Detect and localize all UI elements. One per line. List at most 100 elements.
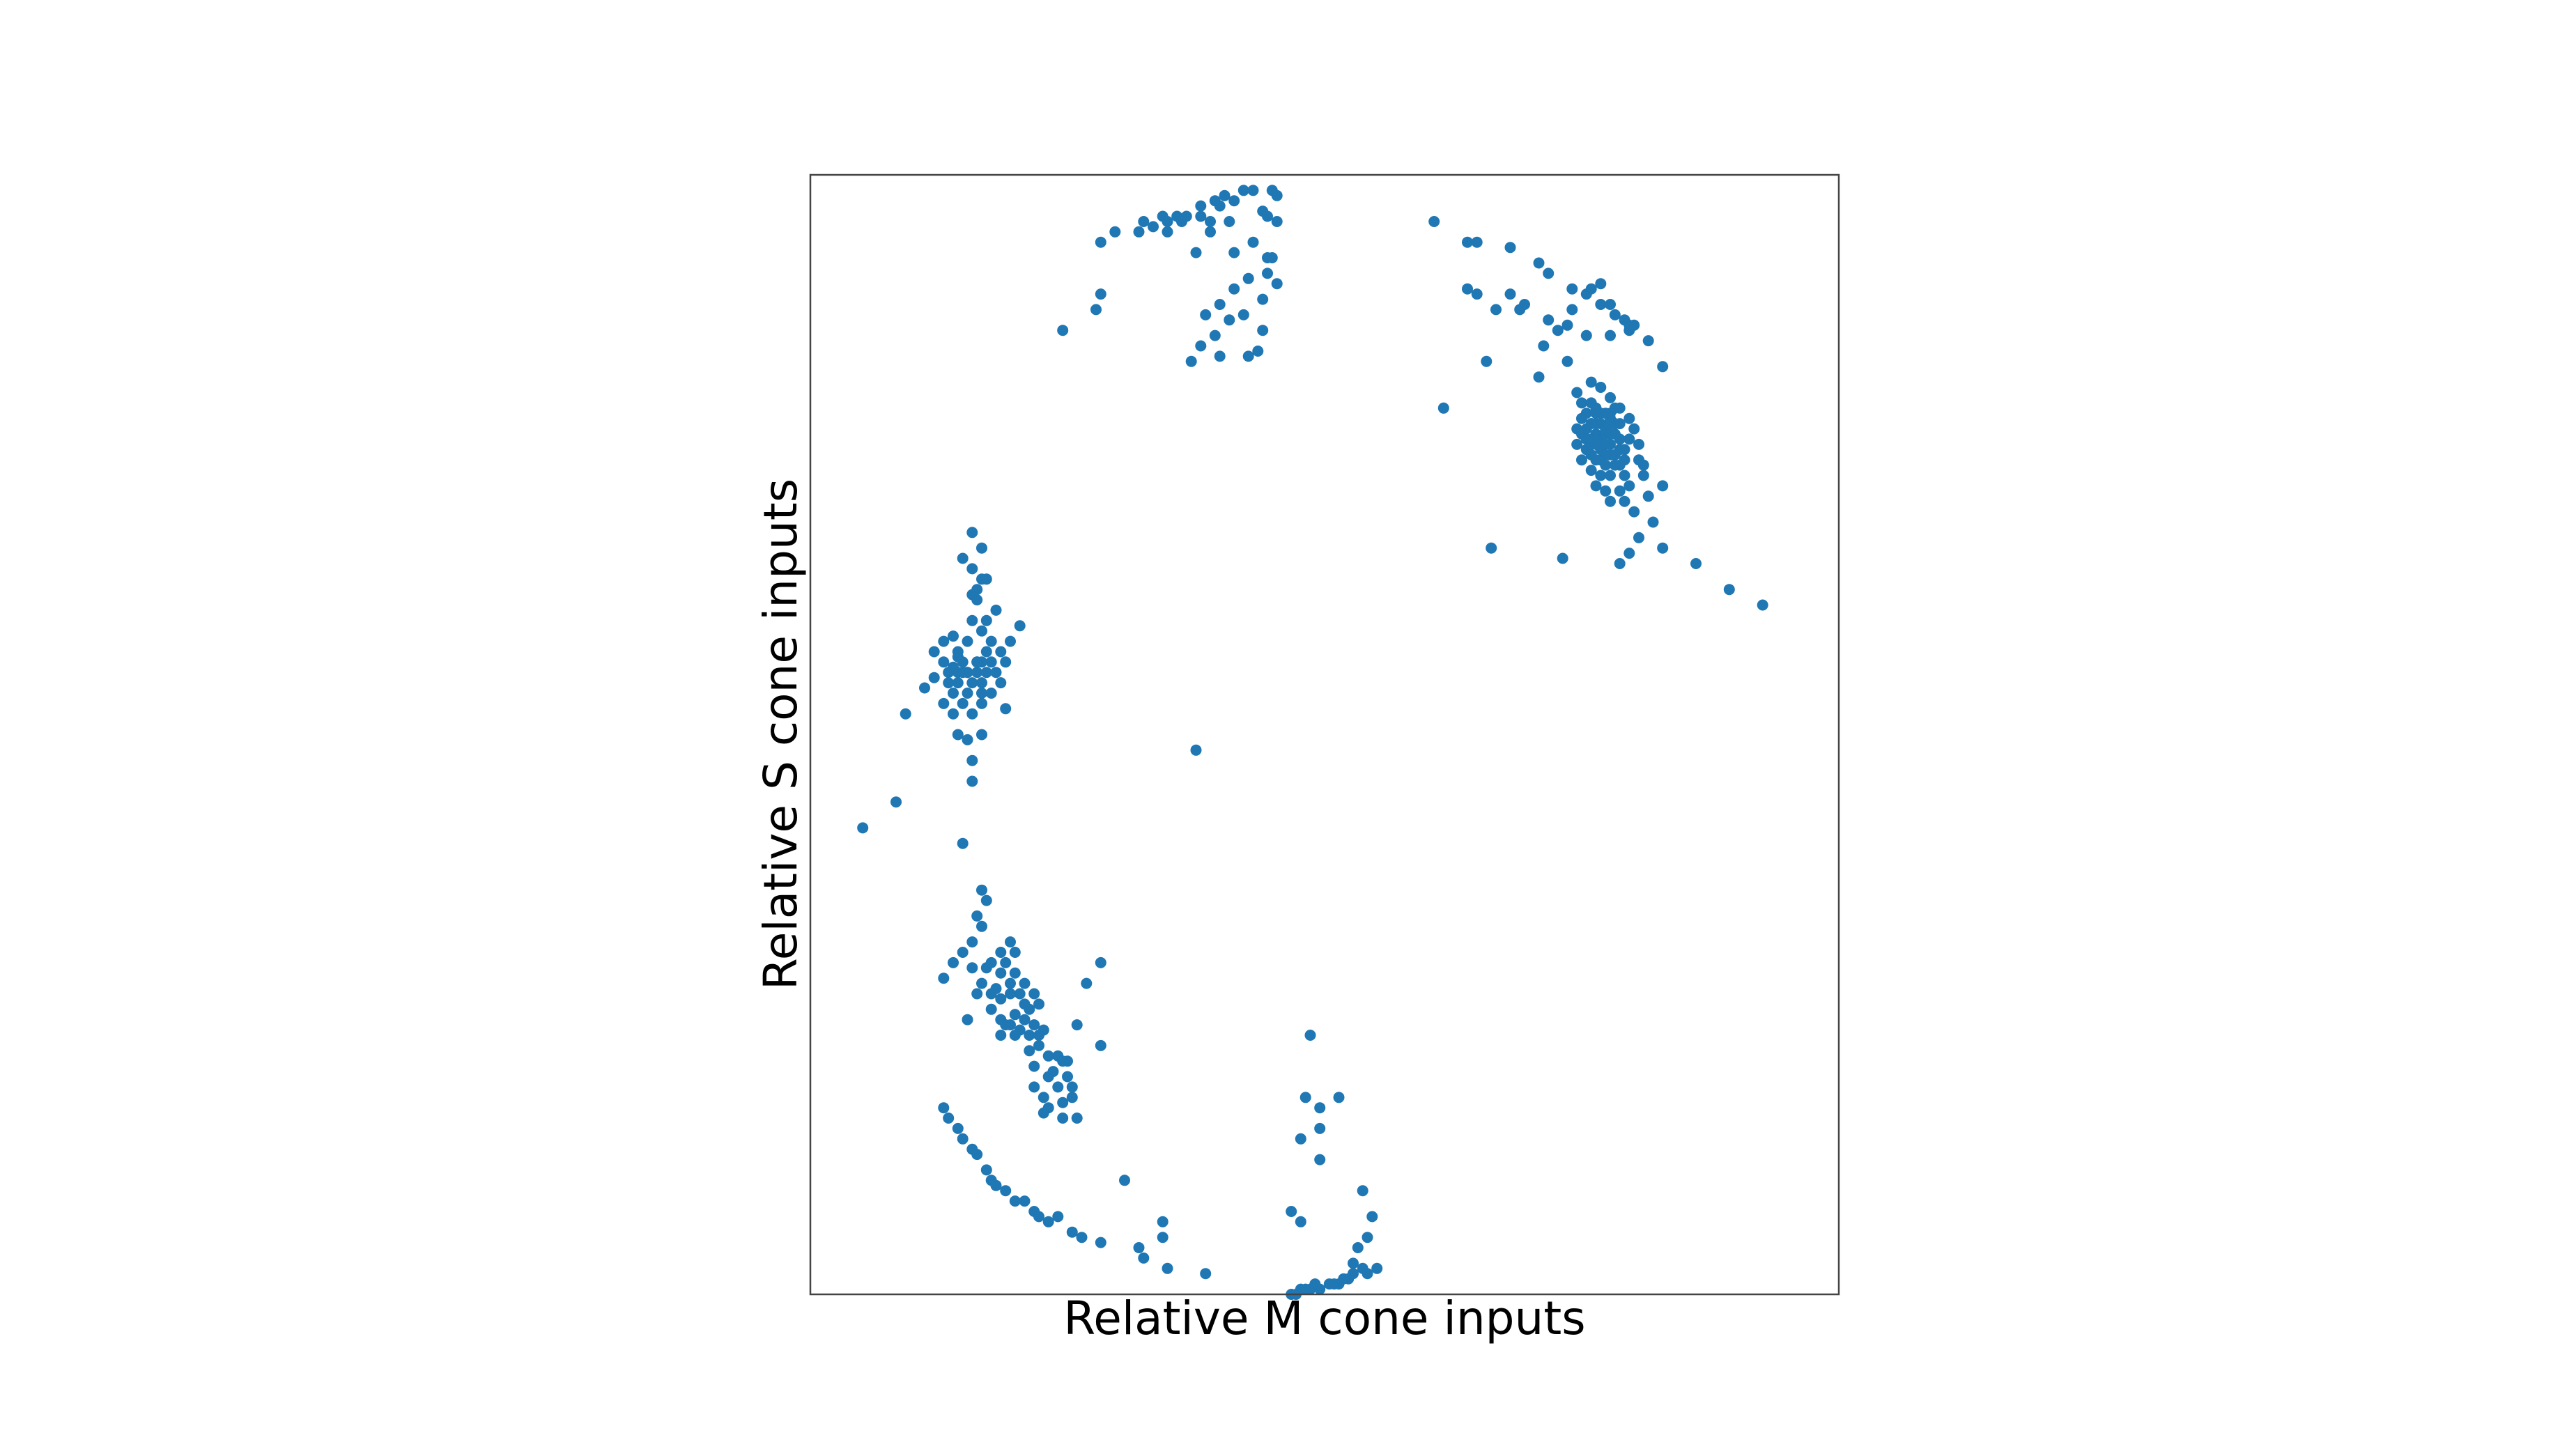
scatter-point: [990, 1179, 1002, 1191]
scatter-point: [962, 635, 973, 647]
scatter-point: [995, 967, 1007, 979]
scatter-point: [1595, 408, 1607, 419]
scatter-point: [1595, 382, 1607, 393]
scatter-point: [857, 822, 869, 834]
scatter-point: [976, 542, 987, 554]
scatter-point: [1271, 278, 1283, 290]
plot-area-frame: [809, 173, 1840, 1296]
scatter-point: [1052, 1211, 1064, 1223]
scatter-point: [1033, 998, 1044, 1010]
scatter-point: [948, 630, 959, 642]
scatter-point: [962, 688, 973, 699]
scatter-point: [1637, 459, 1649, 471]
scatter-point: [1571, 387, 1583, 398]
scatter-point: [1366, 1211, 1378, 1223]
scatter-point: [1471, 236, 1483, 248]
scatter-point: [995, 646, 1007, 658]
scatter-point: [1185, 355, 1197, 367]
scatter-point: [1614, 418, 1626, 430]
scatter-point: [957, 1133, 969, 1145]
scatter-point: [1624, 433, 1635, 445]
scatter-point: [1033, 1039, 1044, 1051]
scatter-point: [1600, 428, 1612, 440]
scatter-point: [1595, 278, 1607, 290]
scatter-point: [957, 552, 969, 564]
scatter-point: [995, 947, 1007, 958]
scatter-point: [1028, 1081, 1040, 1093]
scatter-point: [1000, 1185, 1012, 1197]
scatter-point: [928, 646, 940, 658]
scatter-point: [1009, 947, 1021, 958]
scatter-point: [1600, 485, 1612, 497]
scatter-point: [1228, 195, 1240, 207]
scatter-point: [1576, 397, 1587, 409]
y-axis-label: Relative S cone inputs: [754, 479, 808, 990]
scatter-point: [1195, 200, 1207, 212]
scatter-point: [1543, 268, 1555, 279]
scatter-point: [1605, 438, 1616, 450]
scatter-point: [1471, 288, 1483, 300]
scatter-point: [966, 527, 978, 538]
scatter-point: [1642, 335, 1654, 347]
scatter-point: [976, 677, 987, 689]
scatter-point: [1109, 226, 1121, 238]
scatter-point: [1304, 1030, 1316, 1041]
scatter-point: [1038, 1092, 1049, 1103]
scatter-point: [1614, 558, 1626, 569]
scatter-point: [1690, 558, 1702, 569]
scatter-point: [962, 734, 973, 745]
scatter-point: [1271, 189, 1283, 201]
scatter-point: [1176, 216, 1187, 227]
scatter-point: [1209, 330, 1221, 341]
scatter-point: [962, 1014, 973, 1025]
scatter-point: [1038, 1107, 1049, 1119]
scatter-point: [1462, 283, 1473, 295]
scatter-point: [900, 708, 911, 720]
scatter-point: [1605, 495, 1616, 507]
scatter-point: [1009, 967, 1021, 979]
scatter-point: [1580, 330, 1592, 341]
scatter-point: [1428, 216, 1440, 227]
scatter-point: [952, 1122, 964, 1134]
scatter-point: [952, 729, 964, 741]
scatter-point: [1619, 470, 1630, 481]
scatter-point: [1538, 340, 1550, 352]
scatter-point: [1504, 288, 1516, 300]
scatter-point: [1237, 309, 1249, 320]
scatter-point: [966, 677, 978, 689]
scatter-point: [1257, 325, 1269, 336]
scatter-point: [1557, 552, 1568, 564]
scatter-point: [1214, 299, 1226, 310]
scatter-point: [980, 573, 992, 585]
scatter-point: [1609, 428, 1621, 440]
scatter-point: [1005, 936, 1016, 948]
scatter-point: [1133, 226, 1145, 238]
scatter-point: [1566, 304, 1578, 316]
scatter-point: [1605, 418, 1616, 430]
scatter-point: [995, 677, 1007, 689]
scatter-point: [1299, 1092, 1311, 1103]
scatter-point: [1242, 272, 1254, 284]
scatter-point: [1481, 355, 1493, 367]
scatter-point: [1095, 1039, 1106, 1051]
scatter-point: [971, 988, 983, 1000]
scatter-point: [1042, 1071, 1054, 1083]
scatter-point: [1624, 548, 1635, 559]
scatter-point: [938, 656, 950, 668]
scatter-point: [1619, 454, 1630, 466]
scatter-point: [980, 1164, 992, 1176]
scatter-point: [1005, 635, 1016, 647]
scatter-point: [1357, 1262, 1368, 1274]
scatter-point: [1042, 1050, 1054, 1062]
scatter-point: [952, 646, 964, 658]
scatter-point: [1095, 288, 1106, 300]
scatter-point: [1576, 454, 1587, 466]
scatter-point: [1019, 1014, 1031, 1025]
scatter-point: [1019, 998, 1031, 1010]
scatter-point: [1333, 1092, 1345, 1103]
scatter-point: [1071, 1019, 1083, 1031]
scatter-point: [952, 677, 964, 689]
x-axis-label: Relative M cone inputs: [1063, 1292, 1585, 1345]
scatter-point: [1576, 412, 1587, 424]
scatter-point: [976, 977, 987, 989]
